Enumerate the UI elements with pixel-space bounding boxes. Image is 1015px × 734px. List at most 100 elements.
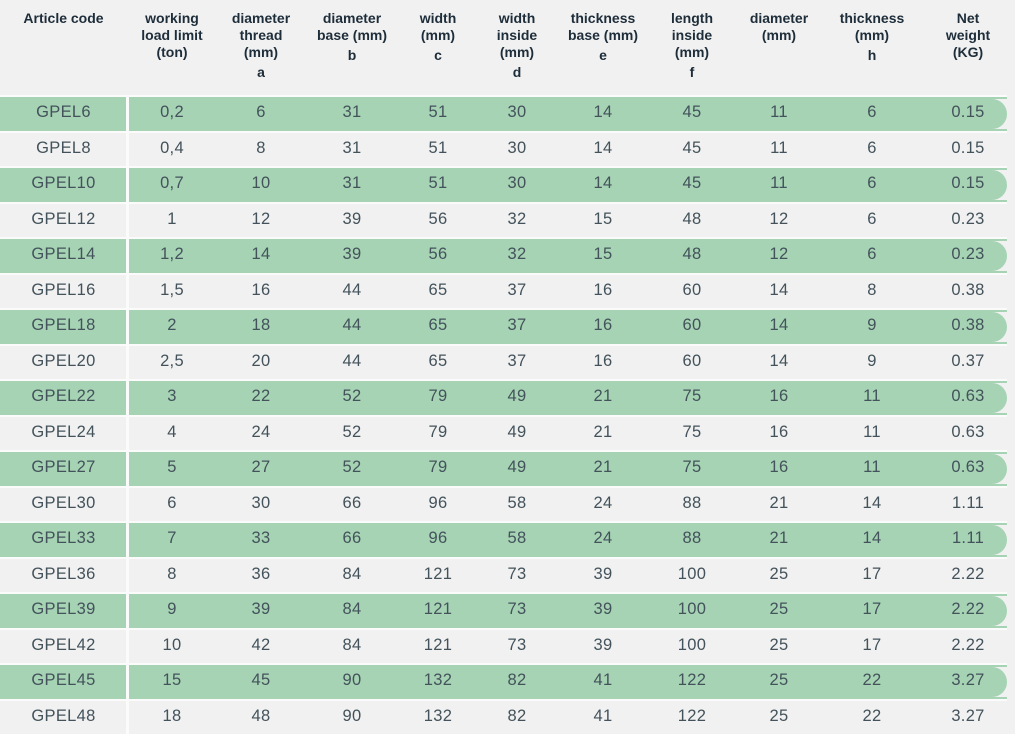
column-header-label: diameter base (mm) [316,10,388,43]
value-cell: 79 [428,422,448,441]
value-cell: 44 [342,351,362,370]
value-cell: 88 [682,493,702,512]
value-cell: 16 [769,387,789,406]
row-separator [0,521,1007,523]
row-cells: GPEL27 5 27 52 79 49 21 75 16 11 0.63 [0,450,1015,486]
row-separator [0,414,1007,417]
table-row: GPEL30 6 30 66 96 58 24 88 21 14 1.11 [0,485,1015,522]
row-cells: GPEL16 1,5 16 44 65 37 16 60 14 8 0.38 [0,273,1015,309]
column-letter: h [867,47,877,63]
row-cells: GPEL6 0,2 6 31 51 30 14 45 11 6 0.15 [0,95,1015,131]
column-letter: d [512,64,522,80]
value-cell: 5 [167,458,177,477]
value-cell: 0.15 [951,174,985,193]
row-cells: GPEL22 3 22 52 79 49 21 75 16 11 0.63 [0,379,1015,415]
value-cell: 42 [251,635,271,654]
value-cell: 32 [507,209,527,228]
value-cell: 21 [769,493,789,512]
value-cell: 7 [167,529,177,548]
value-cell: 121 [423,564,453,583]
value-cell: 84 [342,635,362,654]
row-separator [0,95,1007,97]
column-letter: f [689,64,695,80]
value-cell: 16 [593,351,613,370]
value-cell: 56 [428,209,448,228]
row-cells: GPEL30 6 30 66 96 58 24 88 21 14 1.11 [0,486,1015,522]
value-cell: 121 [423,600,453,619]
value-cell: 0,2 [160,103,184,122]
row-separator [0,237,1007,239]
value-cell: 84 [342,564,362,583]
column-letter: c [434,47,442,63]
row-cells: GPEL18 2 18 44 65 37 16 60 14 9 0.38 [0,308,1015,344]
column-header: thickness (mm) h [823,0,921,95]
value-cell: 79 [428,387,448,406]
row-highlight-pill [0,667,1007,697]
value-cell: 14 [769,351,789,370]
value-cell: 1.11 [951,529,985,548]
value-cell: 75 [682,458,702,477]
table-row: GPEL33 7 33 66 96 58 24 88 21 14 1.11 [0,521,1015,557]
value-cell: 75 [682,387,702,406]
value-cell: 0,4 [160,138,184,157]
row-highlight-pill [0,241,1007,271]
value-cell: 3.27 [951,706,985,725]
value-cell: 15 [593,209,613,228]
value-cell: 0.23 [951,245,985,264]
value-cell: 20 [251,351,271,370]
table-row: GPEL14 1,2 14 39 56 32 15 48 12 6 0.23 [0,237,1015,273]
article-code-cell: GPEL45 [31,671,96,690]
article-code-cell: GPEL42 [31,635,96,654]
row-highlight-pill [0,312,1007,342]
article-code-cell: GPEL22 [31,387,96,406]
value-cell: 0.63 [951,387,985,406]
value-cell: 14 [593,174,613,193]
value-cell: 15 [593,245,613,264]
value-cell: 32 [507,245,527,264]
column-header-label: diameter thread (mm) [231,10,291,60]
value-cell: 9 [167,600,177,619]
value-cell: 16 [251,280,271,299]
value-cell: 0.15 [951,138,985,157]
value-cell: 6 [867,103,877,122]
value-cell: 6 [867,174,877,193]
value-cell: 58 [507,529,527,548]
row-separator [0,201,1007,204]
row-cells: GPEL24 4 24 52 79 49 21 75 16 11 0.63 [0,415,1015,451]
value-cell: 52 [342,422,362,441]
value-cell: 45 [682,174,702,193]
table-row: GPEL39 9 39 84 121 73 39 100 25 17 2.22 [0,592,1015,628]
table-row: GPEL16 1,5 16 44 65 37 16 60 14 8 0.38 [0,272,1015,309]
value-cell: 24 [593,529,613,548]
row-highlight-line [0,452,1007,454]
value-cell: 15 [162,671,182,690]
value-cell: 49 [507,422,527,441]
value-cell: 22 [862,671,882,690]
row-separator [0,130,1007,133]
value-cell: 60 [682,316,702,335]
value-cell: 11 [863,387,881,406]
value-cell: 37 [507,280,527,299]
value-cell: 16 [769,422,789,441]
row-cells: GPEL48 18 48 90 132 82 41 122 25 22 3.27 [0,699,1015,734]
value-cell: 21 [769,529,789,548]
value-cell: 12 [251,209,271,228]
value-cell: 1.11 [951,493,985,512]
value-cell: 10 [162,635,182,654]
article-code-cell: GPEL39 [31,600,96,619]
value-cell: 0.38 [951,316,985,335]
article-code-cell: GPEL48 [31,706,96,725]
value-cell: 1 [167,209,177,228]
article-code-cell: GPEL16 [31,280,96,299]
value-cell: 3 [167,387,177,406]
value-cell: 22 [862,706,882,725]
value-cell: 39 [251,600,271,619]
table-row: GPEL20 2,5 20 44 65 37 16 60 14 9 0.37 [0,343,1015,380]
value-cell: 30 [507,138,527,157]
value-cell: 44 [342,280,362,299]
table-row: GPEL10 0,7 10 31 51 30 14 45 11 6 0.15 [0,166,1015,202]
row-separator [0,698,1007,701]
value-cell: 30 [507,103,527,122]
value-cell: 51 [428,138,448,157]
row-highlight-pill [0,383,1007,413]
